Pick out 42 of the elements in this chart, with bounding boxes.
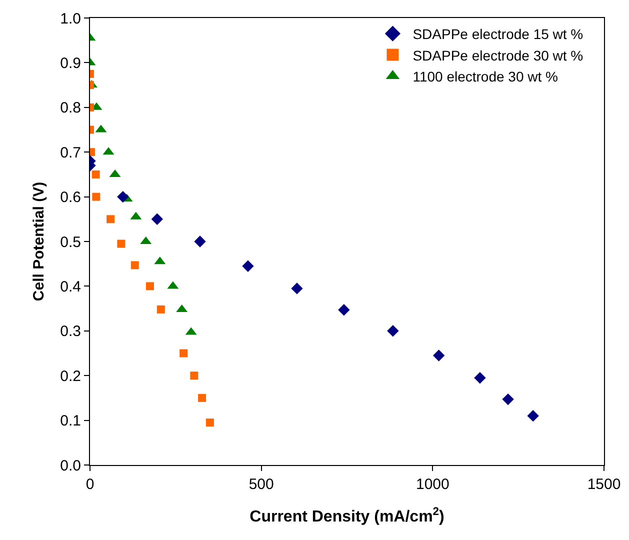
point <box>242 260 254 272</box>
point <box>92 170 100 178</box>
x-tick-label: 1500 <box>587 476 621 493</box>
y-tick-label: 0.8 <box>60 100 81 117</box>
point <box>117 240 126 248</box>
point <box>190 372 198 380</box>
point <box>432 350 445 362</box>
point <box>198 394 206 402</box>
point <box>527 410 539 422</box>
x-tick-label: 500 <box>248 476 274 493</box>
x-tick-label: 0 <box>86 476 94 493</box>
point <box>92 192 100 201</box>
point <box>291 282 303 294</box>
point <box>146 282 154 290</box>
legend-label: SDAPPe electrode 30 wt % <box>412 47 584 64</box>
legend-label: SDAPPe electrode 15 wt % <box>412 26 584 42</box>
point <box>180 349 188 358</box>
y-tick-label: 0.3 <box>60 323 81 340</box>
point <box>206 418 214 427</box>
y-tick-label: 0.7 <box>60 144 81 162</box>
x-axis-title: Current Density (mA/cm$^{2}$) <box>250 506 444 526</box>
y-tick-label: 1.0 <box>60 10 81 28</box>
point <box>106 215 115 224</box>
point <box>117 190 129 203</box>
y-tick-label: 0.5 <box>60 234 81 251</box>
y-tick-label: 0.6 <box>60 189 81 206</box>
point <box>130 261 139 270</box>
y-tick-label: 0.4 <box>60 278 81 296</box>
y-tick-label: 0.0 <box>60 457 81 474</box>
y-tick-label: 0.2 <box>60 368 81 385</box>
point <box>474 372 486 384</box>
point <box>387 325 399 337</box>
legend-label: 1100 electrode 30 wt % <box>412 68 558 84</box>
y-axis-title: Cell Potential (V) <box>30 182 48 302</box>
point <box>194 236 206 248</box>
point <box>502 393 514 406</box>
y-tick-label: 0.9 <box>60 54 81 72</box>
y-tick-label: 0.1 <box>60 412 81 430</box>
point <box>156 305 165 314</box>
point <box>151 213 164 225</box>
point <box>338 304 350 316</box>
x-tick-label: 1000 <box>416 476 450 493</box>
